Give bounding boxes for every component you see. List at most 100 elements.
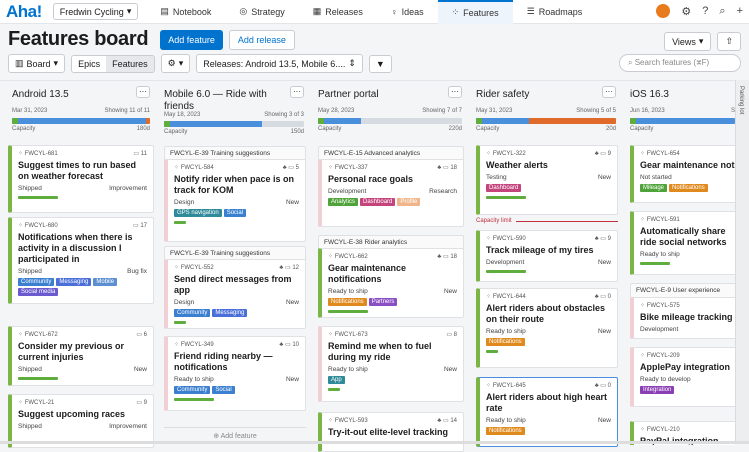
more-icon[interactable]: ···	[290, 86, 304, 98]
feature-name: Try-it-out elite-level tracking	[328, 427, 457, 438]
more-icon[interactable]: ···	[448, 86, 462, 98]
add-feature-button[interactable]: Add feature	[160, 30, 223, 50]
showing-count: Showing 11 of 11	[105, 108, 150, 114]
tab-features[interactable]: ⁘Features	[438, 0, 513, 24]
feature-id: ⁘ FWCYL-590	[486, 235, 526, 242]
share-button[interactable]: ⇧	[717, 32, 741, 51]
help-icon[interactable]: ?	[702, 5, 708, 17]
feature-card[interactable]: ⁘ FWCYL-575 Bike mileage tracking Develo…	[630, 297, 735, 339]
release-date: May 28, 2023	[318, 108, 354, 114]
feature-card[interactable]: ⁘ FWCYL-591 Automatically share ride soc…	[630, 211, 735, 275]
feature-name: Suggest times to run based on weather fo…	[18, 160, 147, 182]
workspace-dropdown[interactable]: Fredwin Cycling▾	[53, 3, 139, 20]
tab-releases[interactable]: ▦Releases	[299, 0, 377, 24]
views-button[interactable]: Views▾	[664, 32, 711, 51]
capacity-label: Capacity	[318, 126, 341, 132]
feature-card[interactable]: ⁘ FWCYL-349♣ ▭ 10 Friend riding nearby —…	[164, 336, 306, 411]
feature-card[interactable]: ⁘ FWCYL-209 ApplePay integration Ready t…	[630, 347, 735, 407]
workspace-label: Fredwin Cycling	[60, 7, 124, 17]
filter-button[interactable]: ▼	[369, 55, 392, 73]
feature-card[interactable]: ⁘ FWCYL-680▭ 17 Notifications when there…	[8, 217, 154, 304]
feature-card[interactable]: ⁘ FWCYL-337♣ ▭ 18 Personal race goals De…	[318, 159, 464, 227]
epics-toggle[interactable]: Epics	[72, 56, 106, 72]
feature-type: New	[134, 366, 147, 373]
feature-card[interactable]: ⁘ FWCYL-644♣ ▭ 0 Alert riders about obst…	[476, 288, 618, 368]
add-icon[interactable]: +	[737, 5, 743, 17]
feature-card[interactable]: ⁘ FWCYL-662♣ ▭ 18 Gear maintenance notif…	[318, 248, 464, 318]
updown-icon: ⇕	[348, 58, 356, 69]
tag: Messaging	[212, 309, 247, 317]
feature-status: Development	[640, 326, 678, 333]
tab-roadmaps[interactable]: ☰Roadmaps	[513, 0, 597, 24]
tag: Social media	[18, 288, 58, 296]
feature-card[interactable]: ⁘ FWCYL-590♣ ▭ 9 Track mileage of my tir…	[476, 230, 618, 282]
release-date: Mar 31, 2023	[12, 108, 47, 114]
progress-bar	[174, 321, 186, 324]
top-nav: Aha! Fredwin Cycling▾ ▤Notebook ◎Strateg…	[0, 0, 749, 24]
column-title[interactable]: Mobile 6.0 — Ride with friends	[164, 81, 274, 113]
parking-lot-panel[interactable]: Parking lot	[735, 80, 749, 444]
feature-card[interactable]: ⁘ FWCYL-21▭ 9 Suggest upcoming races Shi…	[8, 394, 154, 448]
feature-name: Notifications when there is activity in …	[18, 232, 147, 265]
tab-strategy[interactable]: ◎Strategy	[225, 0, 298, 24]
feature-name: Remind me when to fuel during my ride	[328, 341, 457, 363]
feature-status: Shipped	[18, 268, 42, 275]
column-title[interactable]: Rider safety	[476, 81, 618, 101]
tag: Partners	[369, 298, 398, 306]
feature-card[interactable]: ⁘ FWCYL-673▭ 8 Remind me when to fuel du…	[318, 326, 464, 402]
progress-bar	[486, 350, 498, 353]
more-icon[interactable]: ···	[136, 86, 150, 98]
tab-ideas[interactable]: ♀Ideas	[377, 0, 438, 24]
feature-card[interactable]: ⁘ FWCYL-681▭ 11 Suggest times to run bas…	[8, 145, 154, 213]
feature-status: Not started	[640, 174, 672, 181]
aha-logo[interactable]: Aha!	[6, 2, 42, 22]
feature-status: Development	[486, 259, 524, 266]
capacity-value: 150d	[291, 129, 304, 135]
column-title[interactable]: Partner portal	[318, 81, 464, 101]
share-icon: ⇧	[725, 36, 733, 47]
feature-card[interactable]: ⁘ FWCYL-654 Gear maintenance notifi Not …	[630, 145, 735, 203]
column-title[interactable]: iOS 16.3	[630, 81, 731, 101]
search-icon[interactable]: ⌕	[719, 5, 725, 18]
tab-label: Notebook	[173, 7, 212, 17]
feature-name: Suggest upcoming races	[18, 409, 147, 420]
tag: Mobile	[93, 278, 117, 286]
feature-card-selected[interactable]: ⁘ FWCYL-645♣ ▭ 0 Alert riders about high…	[476, 377, 618, 447]
feature-id: ⁘ FWCYL-21	[18, 399, 54, 406]
tag: Analytics	[328, 198, 358, 206]
feature-name: Personal race goals	[328, 174, 457, 185]
epic-header[interactable]: FWCYL-E-9 User experience	[630, 283, 735, 298]
feature-name: Consider my previous or current injuries	[18, 341, 147, 363]
release-date: May 18, 2023	[164, 112, 200, 118]
feature-id: ⁘ FWCYL-591	[640, 216, 680, 223]
search-input[interactable]: ⌕ Search features (⌘F)	[619, 54, 741, 72]
capacity-bar	[164, 121, 304, 127]
avatar[interactable]	[656, 4, 670, 18]
feature-name: Friend riding nearby — notifications	[174, 351, 299, 373]
lightbulb-icon: ♀	[391, 7, 398, 17]
settings-icon[interactable]: ⚙	[681, 5, 691, 18]
feature-id: ⁘ FWCYL-644	[486, 293, 526, 300]
releases-filter[interactable]: Releases: Android 13.5, Mobile 6....⇕	[196, 54, 363, 73]
comment-count: ▭ 11	[133, 150, 147, 157]
tab-notebook[interactable]: ▤Notebook	[146, 0, 225, 24]
add-release-button[interactable]: Add release	[229, 30, 295, 50]
add-feature-link[interactable]: ⊕ Add feature	[164, 427, 306, 440]
settings-dropdown[interactable]: ⚙▾	[161, 54, 191, 73]
board-dropdown[interactable]: ▥Board▾	[8, 54, 65, 73]
toolbar: ▥Board▾ Epics Features ⚙▾ Releases: Andr…	[8, 54, 392, 73]
column-title[interactable]: Android 13.5	[12, 81, 152, 101]
feature-card[interactable]: ⁘ FWCYL-584♣ ▭ 5 Notify rider when pace …	[164, 159, 306, 242]
feature-status: Ready to ship	[640, 251, 680, 258]
feature-type: New	[598, 259, 611, 266]
features-toggle[interactable]: Features	[106, 56, 154, 72]
feature-card[interactable]: ⁘ FWCYL-672▭ 6 Consider my previous or c…	[8, 326, 154, 386]
more-icon[interactable]: ···	[602, 86, 616, 98]
feature-card[interactable]: ⁘ FWCYL-593♣ ▭ 14 Try-it-out elite-level…	[318, 412, 464, 452]
feature-status: Ready to ship	[328, 288, 368, 295]
feature-name: Alert riders about high heart rate	[486, 392, 611, 414]
feature-card[interactable]: ⁘ FWCYL-552♣ ▭ 12 Send direct messages f…	[164, 259, 306, 329]
